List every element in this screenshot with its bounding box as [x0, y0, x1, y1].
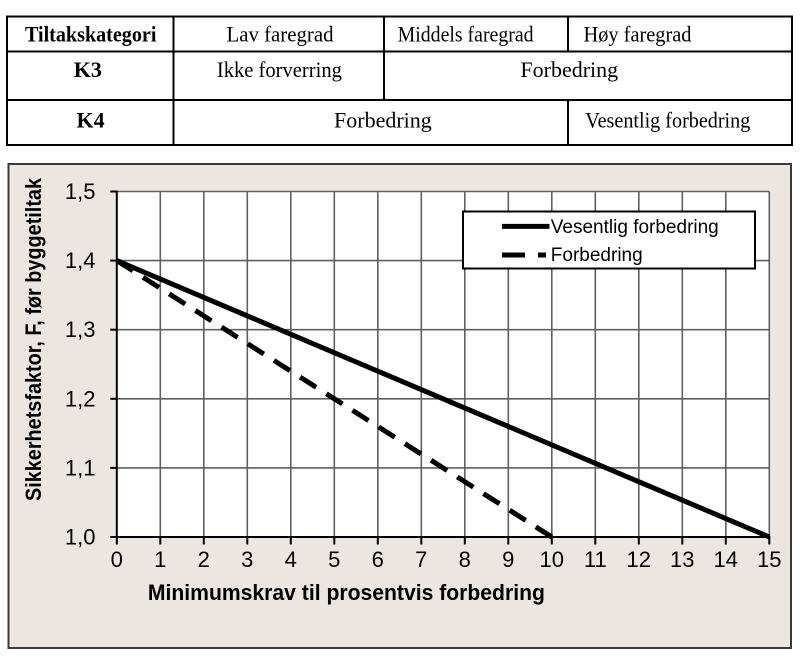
svg-text:Middels faregrad: Middels faregrad [398, 22, 534, 47]
svg-text:15: 15 [757, 547, 781, 572]
svg-text:1,3: 1,3 [65, 317, 96, 342]
svg-text:4: 4 [285, 547, 297, 572]
svg-text:1,4: 1,4 [65, 248, 96, 273]
svg-text:Minimumskrav til prosentvis fo: Minimumskrav til prosentvis forbedring [148, 580, 545, 605]
svg-text:1,5: 1,5 [65, 179, 96, 204]
svg-text:12: 12 [627, 547, 651, 572]
svg-text:5: 5 [328, 547, 340, 572]
svg-text:Forbedring: Forbedring [551, 245, 643, 266]
svg-text:3: 3 [241, 547, 253, 572]
svg-text:Tiltakskategori: Tiltakskategori [25, 22, 157, 47]
svg-text:0: 0 [111, 547, 123, 572]
svg-text:K3: K3 [74, 57, 102, 82]
svg-text:11: 11 [584, 547, 607, 572]
svg-text:1,2: 1,2 [65, 386, 96, 411]
svg-text:Lav faregrad: Lav faregrad [227, 22, 334, 47]
svg-text:Høy faregrad: Høy faregrad [584, 22, 692, 47]
svg-text:2: 2 [198, 547, 210, 572]
svg-text:Vesentlig forbedring: Vesentlig forbedring [585, 108, 750, 133]
svg-text:1,1: 1,1 [65, 455, 96, 480]
svg-text:7: 7 [415, 547, 427, 572]
svg-text:1,0: 1,0 [65, 525, 96, 550]
svg-text:K4: K4 [77, 108, 105, 133]
svg-text:Forbedring: Forbedring [334, 108, 432, 133]
svg-text:13: 13 [670, 547, 694, 572]
svg-text:14: 14 [714, 547, 738, 572]
svg-text:Forbedring: Forbedring [520, 57, 618, 82]
svg-text:Vesentlig forbedring: Vesentlig forbedring [551, 217, 719, 238]
svg-text:Ikke forverring: Ikke forverring [217, 57, 342, 82]
svg-text:10: 10 [540, 547, 564, 572]
svg-text:1: 1 [154, 547, 166, 572]
svg-text:6: 6 [372, 547, 384, 572]
svg-text:9: 9 [502, 547, 514, 572]
svg-text:Sikkerhetsfaktor, F, før bygge: Sikkerhetsfaktor, F, før byggetiltak [21, 177, 46, 501]
svg-text:8: 8 [459, 547, 471, 572]
